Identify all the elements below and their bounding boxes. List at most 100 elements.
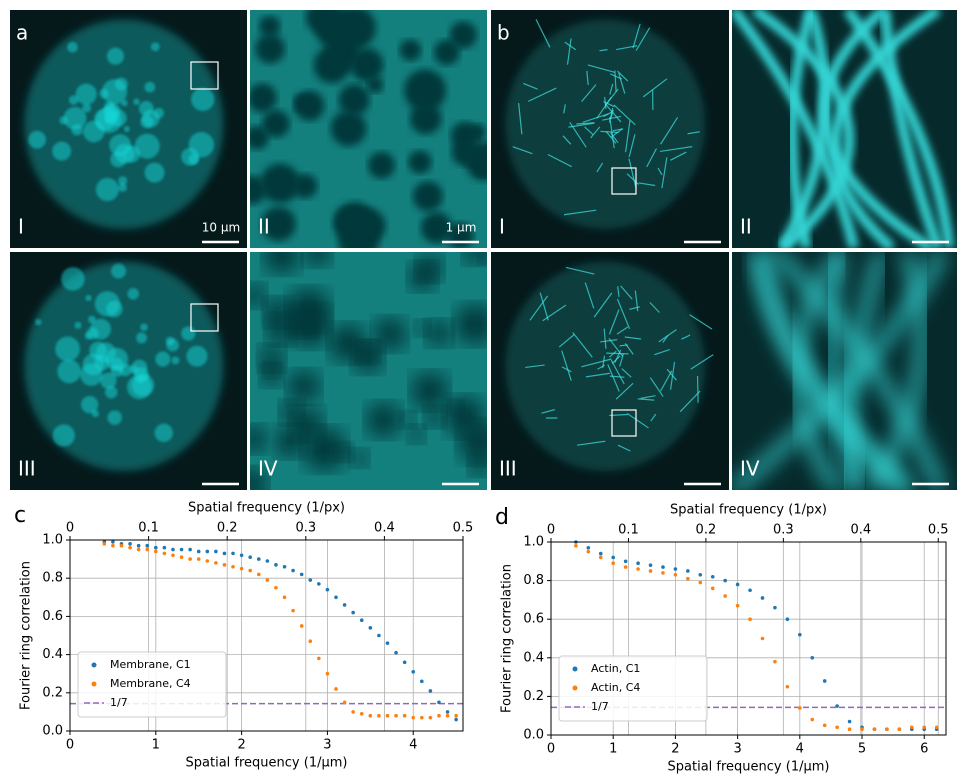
fiber [582,113,609,123]
blob [191,87,215,112]
data-point [785,617,790,621]
data-point [872,727,877,732]
fiber [611,355,621,365]
data-point [673,567,678,571]
micrograph: IV [732,252,957,490]
pore [250,125,269,150]
data-point [445,713,450,718]
data-point [636,567,640,571]
blob [67,41,78,53]
fiber [568,122,595,128]
data-point [222,551,227,556]
pore [447,399,465,416]
data-point [111,543,115,548]
filament [787,10,816,248]
data-point [317,582,321,586]
fiber [584,126,594,136]
panel-label: d [495,505,509,530]
data-point [611,561,616,566]
data-point [798,706,802,710]
micrograph-content: III [491,252,729,490]
data-point [394,713,398,718]
fiber [621,368,632,378]
tile-label: II [740,215,752,239]
fiber [660,117,679,145]
fiber [628,134,636,158]
data-point [205,549,210,554]
data-point [171,553,175,558]
fiber [563,209,597,216]
x2-tick-label: 0.2 [217,521,238,536]
pore [451,139,479,167]
pore [250,283,267,308]
blob [52,141,72,161]
cell [505,19,706,229]
fiber [618,72,626,94]
data-point [119,543,124,548]
data-point [136,543,141,548]
fiber [547,153,573,168]
data-point [810,717,815,722]
data-point [179,547,184,552]
x2-tick-label: 0.4 [850,523,871,538]
fiber [525,364,545,369]
fiber [605,131,617,144]
fiber [610,359,625,385]
fiber [635,27,651,51]
pore [260,163,301,204]
fiber [638,182,656,187]
y-tick-label: 0.2 [523,689,544,704]
blob [181,326,196,341]
fiber [617,70,629,82]
blob [68,95,79,105]
micrograph-content: IV [732,252,957,490]
data-point [145,547,150,552]
blob [155,351,171,367]
fiber [658,329,677,343]
data-point [661,571,665,575]
data-point [420,715,424,720]
fiber [561,350,572,381]
blob [85,294,92,302]
filament [843,10,955,248]
data-point [351,710,355,714]
data-point [282,564,287,569]
fiber [535,19,551,48]
data-point [385,713,390,718]
data-point [909,725,914,730]
fiber [654,348,670,356]
fiber [687,131,700,135]
tile-label: III [499,457,517,481]
fiber [518,102,523,135]
data-point [648,563,653,567]
data-point [377,713,381,718]
blob [106,300,123,318]
pore [332,206,365,239]
data-point [686,576,690,581]
blob [188,153,200,165]
data-point [231,551,235,556]
y-tick-label: 0.8 [42,571,63,586]
data-point [188,547,192,552]
pore [250,83,277,113]
filament [792,252,846,490]
blob [106,47,125,65]
data-point [291,608,295,613]
panel-label: c [14,503,26,528]
data-point [334,595,338,600]
data-point [623,565,628,569]
data-point [698,573,703,577]
data-point [154,545,158,550]
data-point [111,540,115,544]
pore [349,47,384,82]
fiber [561,366,572,373]
pore [294,94,312,112]
data-point [735,603,740,608]
fiber [603,328,607,349]
data-point [196,549,201,554]
pore [415,254,444,282]
blob [105,386,118,399]
fiber [689,314,713,330]
data-point [710,586,715,591]
